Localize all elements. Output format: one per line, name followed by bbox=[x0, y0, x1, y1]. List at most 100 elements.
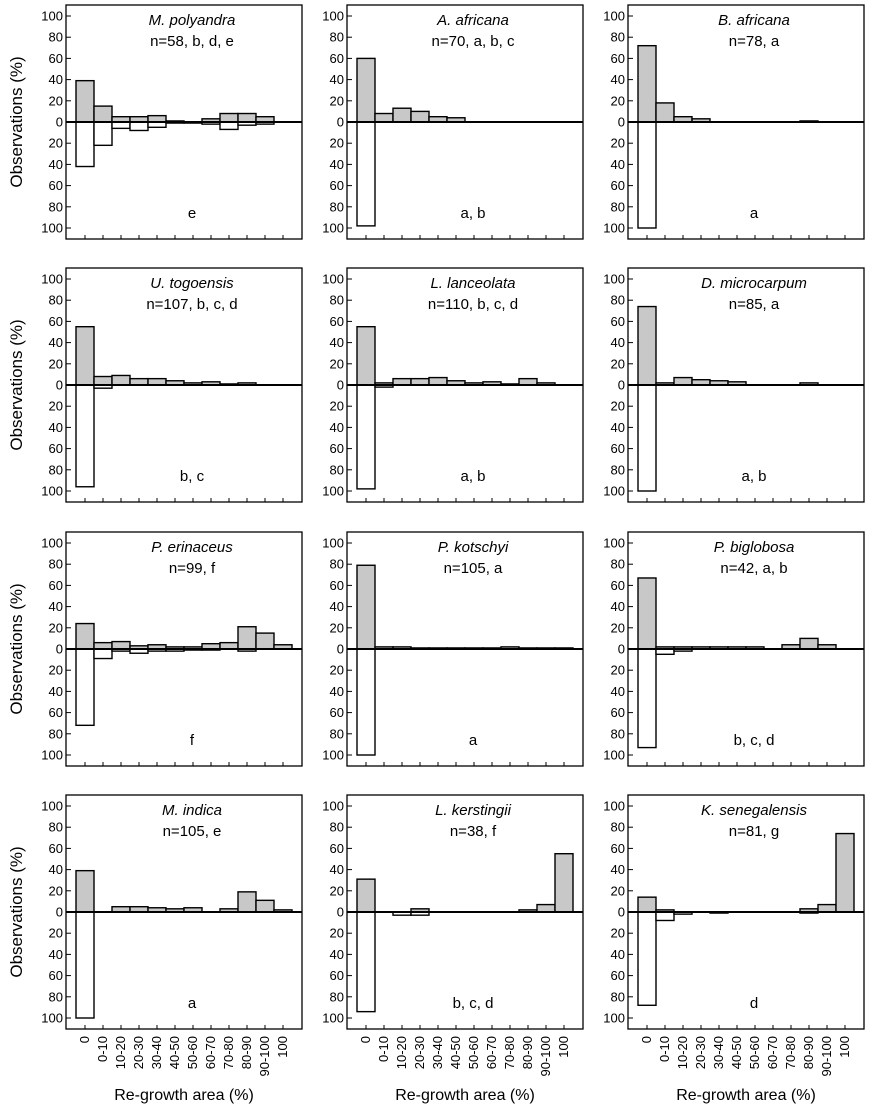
y-tick-label: 80 bbox=[49, 199, 63, 214]
y-tick-label: 40 bbox=[611, 72, 625, 87]
y-tick-label: 100 bbox=[322, 1011, 344, 1026]
x-tick-label: 60-70 bbox=[203, 1036, 218, 1069]
panel-1: 100 80 60 40 20 0 20 40 60 80 100 M. polyandra n=58,… bbox=[41, 4, 303, 240]
y-tick-label: 0 bbox=[337, 378, 344, 393]
y-tick-label: 100 bbox=[603, 536, 625, 551]
y-tick-label: 60 bbox=[330, 51, 344, 66]
x-tick-label: 70-80 bbox=[221, 1036, 236, 1069]
bar-upper-0 bbox=[356, 326, 376, 386]
panel-lower-letters: a, b bbox=[741, 468, 766, 485]
panel-lower-letters: a, b bbox=[460, 205, 485, 222]
y-tick-label: 80 bbox=[611, 557, 625, 572]
y-tick-label: 0 bbox=[56, 905, 63, 920]
bar-upper-90-100 bbox=[536, 903, 556, 913]
y-tick-label: 100 bbox=[41, 1011, 63, 1026]
y-tick-label: 80 bbox=[49, 726, 63, 741]
y-tick-label: 80 bbox=[49, 293, 63, 308]
bar-lower-70-80 bbox=[219, 121, 239, 131]
panel-subtitle: n=42, a, b bbox=[720, 560, 787, 577]
panel-title: P. erinaceus bbox=[151, 539, 233, 556]
y-axis-title: Observations (%) bbox=[7, 56, 26, 187]
panel-subtitle: n=107, b, c, d bbox=[146, 296, 237, 313]
x-tick-label: 0-10 bbox=[95, 1036, 110, 1062]
y-tick-label: 60 bbox=[611, 841, 625, 856]
x-tick-label: 40-50 bbox=[729, 1036, 744, 1069]
y-tick-label: 100 bbox=[322, 221, 344, 236]
y-tick-label: 100 bbox=[603, 748, 625, 763]
y-tick-label: 20 bbox=[330, 356, 344, 371]
y-tick-label: 60 bbox=[611, 178, 625, 193]
panel-7: 100 80 60 40 20 0 20 40 60 80 100 P. erinaceus n=99,… bbox=[41, 531, 303, 767]
x-tick-label: 80-90 bbox=[801, 1036, 816, 1069]
panel-lower-letters: a, b bbox=[460, 468, 485, 485]
x-tick-label: 90-100 bbox=[538, 1036, 553, 1076]
y-tick-label: 80 bbox=[611, 462, 625, 477]
y-tick-label: 0 bbox=[337, 905, 344, 920]
y-tick-label: 20 bbox=[611, 663, 625, 678]
y-tick-label: 40 bbox=[330, 72, 344, 87]
y-tick-label: 60 bbox=[49, 968, 63, 983]
bar-lower-0 bbox=[356, 648, 376, 756]
bar-upper-0 bbox=[356, 564, 376, 650]
y-tick-label: 100 bbox=[41, 748, 63, 763]
panel-lower-letters: a bbox=[469, 732, 478, 749]
y-tick-label: 20 bbox=[49, 136, 63, 151]
x-tick-label: 100 bbox=[837, 1036, 852, 1058]
y-tick-label: 40 bbox=[611, 420, 625, 435]
panel-lower-letters: b, c, d bbox=[734, 732, 775, 749]
panel-11: 100 80 60 40 20 0 20 40 60 80 100 L. kerstingii n=38… bbox=[322, 794, 584, 1030]
y-tick-label: 20 bbox=[49, 399, 63, 414]
bar-upper-0 bbox=[75, 869, 95, 913]
y-tick-label: 20 bbox=[611, 399, 625, 414]
x-tick-label: 90-100 bbox=[819, 1036, 834, 1076]
panel-title: K. senegalensis bbox=[701, 802, 807, 819]
bar-lower-0 bbox=[75, 911, 95, 1019]
panel-lower-letters: a bbox=[188, 995, 197, 1012]
panel-subtitle: n=58, b, d, e bbox=[150, 33, 234, 50]
y-tick-label: 100 bbox=[603, 272, 625, 287]
y-tick-label: 40 bbox=[611, 684, 625, 699]
x-tick-label: 50-60 bbox=[466, 1036, 481, 1069]
y-tick-label: 80 bbox=[611, 199, 625, 214]
bar-upper-0-10 bbox=[93, 105, 113, 123]
panel-title: L. kerstingii bbox=[435, 802, 512, 819]
x-tick-label: 0-10 bbox=[376, 1036, 391, 1062]
bar-lower-0 bbox=[637, 648, 657, 749]
x-tick-label: 0 bbox=[358, 1036, 373, 1043]
x-tick-label: 10-20 bbox=[394, 1036, 409, 1069]
panel-6: 100 80 60 40 20 0 20 40 60 80 100 D. microcarpum n=8… bbox=[603, 267, 865, 503]
y-tick-label: 20 bbox=[330, 620, 344, 635]
panel-lower-letters: a bbox=[750, 205, 759, 222]
bar-upper-10-20 bbox=[673, 376, 693, 386]
x-tick-label: 20-30 bbox=[131, 1036, 146, 1069]
bar-upper-0-10 bbox=[93, 375, 113, 386]
y-tick-label: 100 bbox=[41, 272, 63, 287]
y-tick-label: 40 bbox=[330, 599, 344, 614]
x-axis-title: Re-growth area (%) bbox=[676, 1087, 816, 1104]
bar-lower-0-10 bbox=[655, 911, 675, 922]
panel-subtitle: n=105, a bbox=[444, 560, 503, 577]
y-tick-label: 40 bbox=[330, 420, 344, 435]
bar-upper-0 bbox=[637, 896, 657, 913]
panel-subtitle: n=78, a bbox=[729, 33, 780, 50]
panel-12: 100 80 60 40 20 0 20 40 60 80 100 K. senegalensis n=… bbox=[603, 794, 865, 1030]
y-tick-label: 80 bbox=[49, 557, 63, 572]
panel-3: 100 80 60 40 20 0 20 40 60 80 100 B. africana n=78, … bbox=[603, 4, 865, 240]
y-tick-label: 80 bbox=[330, 726, 344, 741]
y-tick-label: 40 bbox=[330, 862, 344, 877]
y-tick-label: 80 bbox=[49, 820, 63, 835]
y-tick-label: 60 bbox=[49, 578, 63, 593]
y-tick-label: 20 bbox=[49, 356, 63, 371]
y-tick-label: 100 bbox=[322, 484, 344, 499]
y-tick-label: 80 bbox=[611, 820, 625, 835]
bar-lower-0-10 bbox=[93, 648, 113, 660]
y-tick-label: 100 bbox=[322, 799, 344, 814]
panel-lower-letters: b, c, d bbox=[453, 995, 494, 1012]
panel-lower-letters: f bbox=[190, 732, 195, 749]
panel-subtitle: n=85, a bbox=[729, 296, 780, 313]
panel-title: P. kotschyi bbox=[438, 539, 509, 556]
x-tick-label: 30-40 bbox=[711, 1036, 726, 1069]
y-tick-label: 60 bbox=[330, 705, 344, 720]
y-tick-label: 20 bbox=[611, 883, 625, 898]
panel-title: M. indica bbox=[162, 802, 222, 819]
